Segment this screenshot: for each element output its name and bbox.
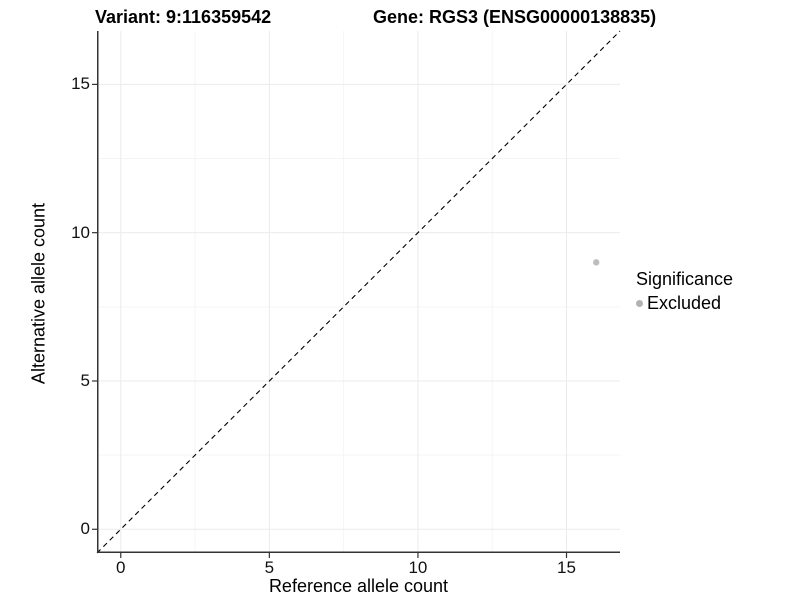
- y-axis-tick-label: 5: [80, 370, 90, 390]
- x-axis-title: Reference allele count: [268, 576, 449, 596]
- x-axis-tick-label: 15: [557, 558, 576, 577]
- identity-dashed-line: [96, 30, 621, 554]
- legend-item-excluded: Excluded: [636, 293, 800, 314]
- variant-title: Variant: 9:116359542: [95, 7, 272, 27]
- gene-title: Gene: RGS3 (ENSG00000138835): [373, 7, 657, 27]
- data-point: [593, 259, 600, 266]
- legend: Significance Excluded: [636, 269, 800, 314]
- x-axis-tick-label: 0: [116, 558, 126, 577]
- y-axis-tick-label: 15: [71, 74, 90, 94]
- legend-point-icon: [636, 300, 643, 307]
- legend-title: Significance: [636, 269, 734, 289]
- x-axis-tick-label: 5: [264, 558, 275, 577]
- y-axis-tick-label: 0: [80, 519, 90, 539]
- plot-canvas: [92, 30, 621, 558]
- plot-panel: [92, 30, 621, 558]
- y-axis-tick-label: 10: [71, 222, 90, 242]
- legend-item-label: Excluded: [647, 293, 722, 313]
- x-axis-tick-label: 10: [408, 558, 428, 577]
- y-axis-title: Alternative allele count: [28, 202, 49, 385]
